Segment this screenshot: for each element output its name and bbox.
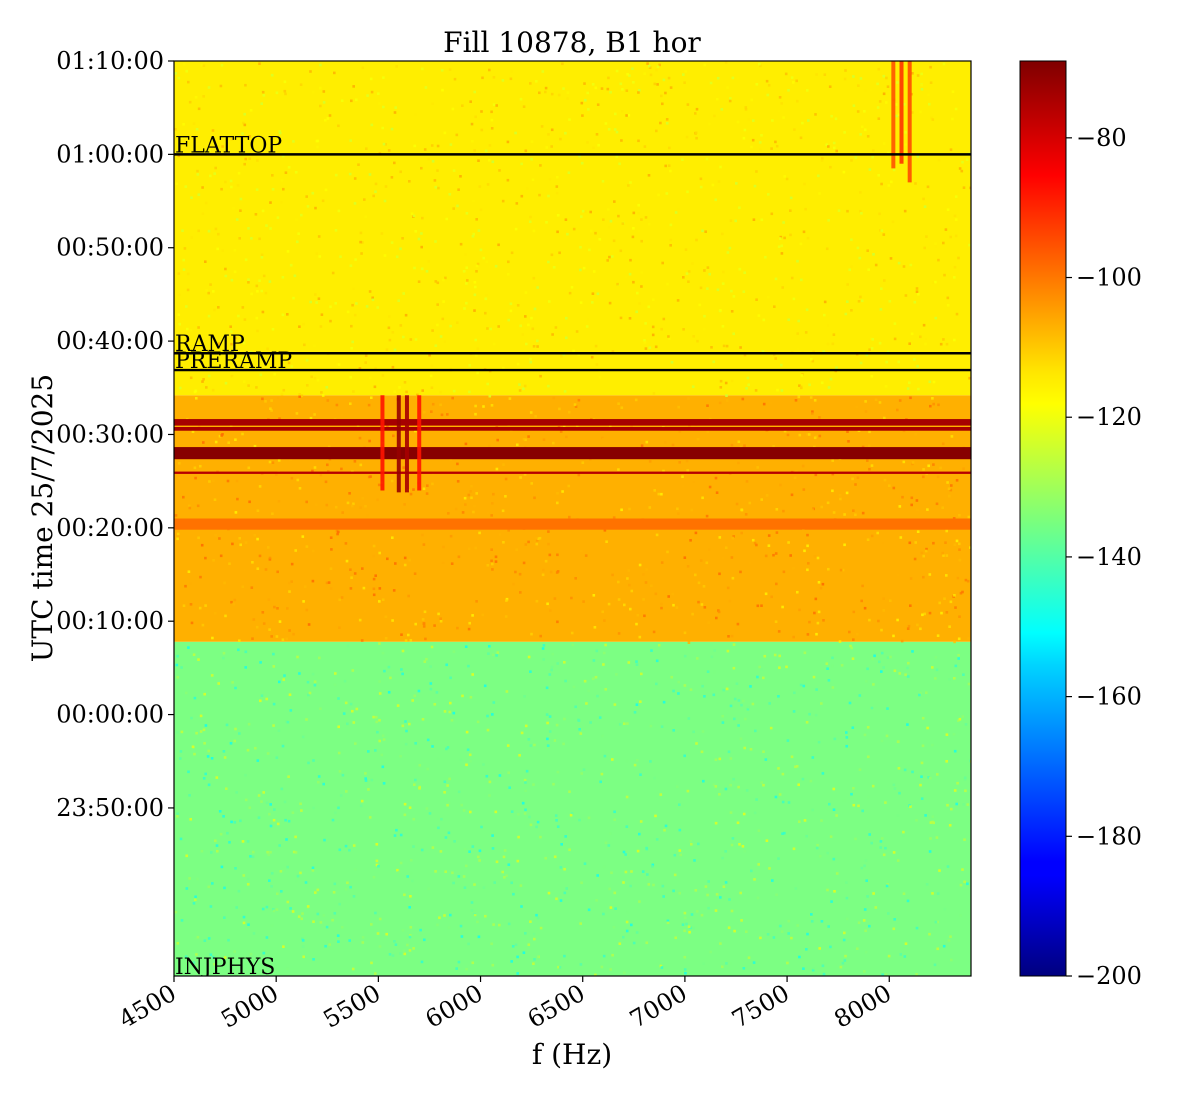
x-tick-label: 6500: [523, 979, 590, 1034]
y-axis-ticks: 01:10:00 01:00:00 00:50:00 00:40:00 00:30:00…: [56, 47, 174, 822]
x-axis-label: f (Hz): [532, 1038, 612, 1071]
colorbar-tick-label: −200: [1076, 962, 1142, 990]
line-feature-1: [404, 395, 409, 493]
phase-label-flattop: FLATTOP: [175, 133, 282, 158]
x-tick-label: 8000: [829, 979, 896, 1034]
band-3: [174, 471, 971, 474]
phase-label-preramp: PRERAMP: [175, 349, 292, 374]
y-tick-label: 00:40:00: [56, 327, 164, 355]
x-axis-ticks: 4500 5000 5500 6000 6500 7000 7500 8000: [114, 976, 896, 1034]
x-tick-label: 7000: [625, 979, 692, 1034]
chart-title: Fill 10878, B1 hor: [443, 26, 701, 59]
y-tick-label: 00:20:00: [56, 514, 164, 542]
band-2: [174, 447, 971, 460]
x-tick-label: 6000: [421, 979, 488, 1034]
heatmap-region-2: [174, 61, 971, 396]
x-tick-label: 5500: [318, 979, 385, 1034]
colorbar-ticks: −80 −100 −120 −140 −160 −180 −200: [1066, 124, 1142, 990]
y-axis-label: UTC time 25/7/2025: [26, 374, 59, 662]
line-feature-6: [907, 61, 912, 183]
heatmap-area: [174, 61, 971, 976]
colorbar-tick-label: −140: [1076, 543, 1142, 571]
band-0: [174, 419, 971, 426]
x-tick-label: 4500: [114, 979, 181, 1034]
line-feature-0: [396, 395, 401, 493]
colorbar: [1019, 60, 1067, 977]
phase-label-ramp: RAMP: [175, 332, 245, 357]
x-tick-label: 5000: [216, 979, 283, 1034]
line-feature-4: [891, 61, 896, 169]
band-1: [174, 427, 971, 431]
heatmap-region-0: [174, 641, 971, 976]
phase-label-injphys: INJPHYS: [175, 955, 275, 980]
colorbar-tick-label: −180: [1076, 822, 1142, 850]
y-tick-label: 23:50:00: [56, 794, 164, 822]
colorbar-tick-label: −160: [1076, 683, 1142, 711]
line-feature-5: [899, 61, 904, 164]
colorbar-tick-label: −80: [1076, 124, 1127, 152]
y-tick-label: 00:50:00: [56, 234, 164, 262]
line-feature-3: [417, 395, 422, 491]
y-tick-label: 00:30:00: [56, 420, 164, 448]
band-4: [174, 518, 971, 530]
x-tick-label: 7500: [727, 979, 794, 1034]
line-feature-2: [380, 395, 385, 491]
y-tick-label: 00:00:00: [56, 701, 164, 729]
y-tick-label: 01:10:00: [56, 47, 164, 75]
colorbar-tick-label: −100: [1076, 264, 1142, 292]
colorbar-tick-label: −120: [1076, 403, 1142, 431]
plot-frame: [173, 60, 972, 977]
y-tick-label: 00:10:00: [56, 607, 164, 635]
y-tick-label: 01:00:00: [56, 140, 164, 168]
